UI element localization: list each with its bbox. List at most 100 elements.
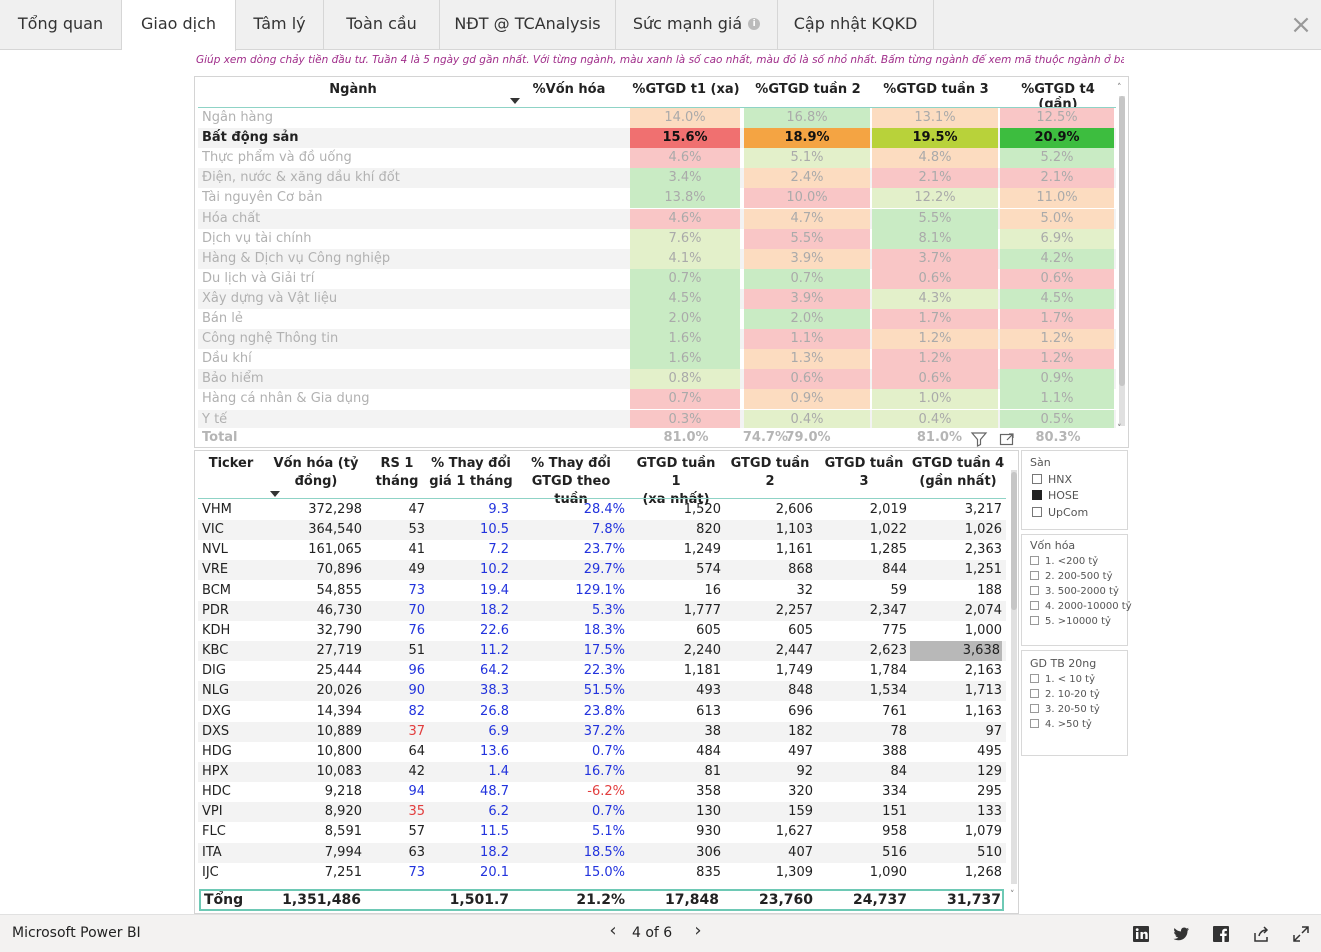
sector-week-cell[interactable]: 1.6%	[630, 349, 740, 370]
slicer-option-upcom[interactable]: UpCom	[1032, 506, 1088, 520]
col-header-rs[interactable]: RS 1 tháng	[370, 455, 424, 491]
ticker-row[interactable]: VPI 8,920 35 6.2 0.7% 130 159 151 133	[198, 802, 1006, 823]
close-icon[interactable]: ×	[1290, 10, 1312, 40]
slicer-option[interactable]: 3. 20-50 tỷ	[1030, 703, 1100, 717]
sector-week-cell[interactable]: 4.5%	[1000, 288, 1114, 309]
col-header-thay-doi-gia[interactable]: % Thay đổi giá 1 tháng	[426, 455, 516, 491]
twitter-icon[interactable]	[1171, 924, 1191, 944]
sector-week-cell[interactable]: 0.6%	[1000, 268, 1114, 289]
share-icon[interactable]	[1251, 924, 1271, 944]
sector-row[interactable]: Hóa chất3.4%4.6%4.7%5.5%5.0%	[198, 208, 1116, 229]
tab-giao-dich[interactable]: Giao dịch	[122, 0, 236, 51]
checkbox[interactable]	[1030, 674, 1039, 683]
sector-week-cell[interactable]: 20.9%	[1000, 128, 1114, 149]
sector-week-cell[interactable]: 11.0%	[1000, 188, 1114, 209]
sector-row[interactable]: Điện, nước & xăng dầu khí đốt4.5%3.4%2.4…	[198, 168, 1116, 189]
checkbox[interactable]	[1032, 507, 1042, 517]
brand-link[interactable]: Microsoft Power BI	[12, 925, 141, 941]
sector-week-cell[interactable]: 0.7%	[744, 268, 870, 289]
scroll-thumb[interactable]	[1119, 96, 1125, 386]
slicer-option[interactable]: 4. 2000-10000 tỷ	[1030, 600, 1132, 614]
sector-row[interactable]: Bất động sản17.9%15.6%18.9%19.5%20.9%	[198, 128, 1116, 149]
tab-suc-manh-gia[interactable]: Sức mạnh giá i	[616, 0, 778, 50]
ticker-row[interactable]: ITA 7,994 63 18.2 18.5% 306 407 516 510	[198, 842, 1006, 863]
sector-week-cell[interactable]: 2.1%	[1000, 168, 1114, 189]
sector-row[interactable]: Thực phẩm và đồ uống7.8%4.6%5.1%4.8%5.2%	[198, 148, 1116, 169]
sector-week-cell[interactable]: 1.1%	[1000, 389, 1114, 410]
sector-week-cell[interactable]: 1.2%	[872, 349, 998, 370]
ticker-row[interactable]: DXG 14,394 82 26.8 23.8% 613 696 761 1,163	[198, 702, 1006, 722]
fullscreen-icon[interactable]	[1291, 924, 1311, 944]
sector-week-cell[interactable]: 3.7%	[872, 248, 998, 269]
sector-week-cell[interactable]: 4.1%	[630, 248, 740, 269]
sector-week-cell[interactable]: 0.4%	[872, 409, 998, 428]
sector-week-cell[interactable]: 4.6%	[630, 208, 740, 229]
tab-tam-ly[interactable]: Tâm lý	[236, 0, 324, 50]
facebook-icon[interactable]	[1211, 924, 1231, 944]
slicer-option[interactable]: 4. >50 tỷ	[1030, 718, 1092, 732]
sector-week-cell[interactable]: 18.9%	[744, 128, 870, 149]
col-header-gtgd-t2[interactable]: %GTGD tuần 2	[755, 82, 861, 97]
tab-tong-quan[interactable]: Tổng quan	[0, 0, 122, 50]
sector-week-cell[interactable]: 19.5%	[872, 128, 998, 149]
sector-row[interactable]: Du lịch và Giải trí1.9%0.7%0.7%0.6%0.6%	[198, 268, 1116, 289]
ticker-row[interactable]: PDR 46,730 70 18.2 5.3% 1,777 2,257 2,347 2,074	[198, 600, 1006, 621]
sector-row[interactable]: Ngân hàng22.2%14.0%16.8%13.1%12.5%	[198, 108, 1116, 128]
sector-row[interactable]: Y tế0.6%0.3%0.4%0.4%0.5%	[198, 409, 1116, 428]
sector-week-cell[interactable]: 1.3%	[744, 349, 870, 370]
sector-row[interactable]: Tài nguyên Cơ bản4.5%13.8%10.0%12.2%11.0…	[198, 188, 1116, 209]
ticker-row[interactable]: BCM 54,855 73 19.4 129.1% 16 32 59 188	[198, 581, 1006, 601]
sector-week-cell[interactable]: 0.6%	[744, 369, 870, 390]
ticker-row[interactable]: VRE 70,896 49 10.2 29.7% 574 868 844 1,251	[198, 560, 1006, 581]
ticker-row[interactable]: NLG 20,026 90 38.3 51.5% 493 848 1,534 1,713	[198, 681, 1006, 702]
sector-week-cell[interactable]: 1.6%	[630, 329, 740, 350]
sector-week-cell[interactable]: 4.2%	[1000, 248, 1114, 269]
col-header-thay-doi-gtgd[interactable]: % Thay đổi GTGD theo tuần	[514, 455, 628, 509]
sector-week-cell[interactable]: 5.1%	[744, 148, 870, 169]
checkbox[interactable]	[1030, 571, 1039, 580]
col-header-gtgd-tuan-2[interactable]: GTGD tuần 2	[724, 455, 816, 491]
scroll-thumb[interactable]	[1011, 472, 1017, 610]
sort-desc-icon[interactable]	[270, 491, 280, 497]
checkbox[interactable]	[1030, 689, 1039, 698]
sector-row[interactable]: Hàng & Dịch vụ Công nghiệp1.9%4.1%3.9%3.…	[198, 248, 1116, 269]
sector-scrollbar[interactable]	[1119, 96, 1125, 426]
sector-row[interactable]: Xây dựng và Vật liệu1.6%4.5%3.9%4.3%4.5%	[198, 288, 1116, 309]
col-header-gtgd-tuan-1[interactable]: GTGD tuần 1 (xa nhất)	[630, 455, 722, 509]
focus-mode-icon[interactable]	[998, 430, 1016, 448]
sector-week-cell[interactable]: 2.0%	[630, 309, 740, 329]
sector-week-cell[interactable]: 1.2%	[1000, 329, 1114, 350]
sector-week-cell[interactable]: 5.5%	[872, 208, 998, 229]
sector-week-cell[interactable]: 1.1%	[744, 329, 870, 350]
sector-week-cell[interactable]: 0.7%	[630, 389, 740, 410]
sector-row[interactable]: Dịch vụ tài chính2.4%7.6%5.5%8.1%6.9%	[198, 228, 1116, 249]
sector-week-cell[interactable]: 5.2%	[1000, 148, 1114, 169]
sector-week-cell[interactable]: 1.2%	[1000, 349, 1114, 370]
slicer-option-hnx[interactable]: HNX	[1032, 473, 1072, 487]
col-header-gtgd-tuan-4[interactable]: GTGD tuần 4 (gần nhất)	[910, 455, 1006, 491]
checkbox[interactable]	[1032, 474, 1042, 484]
sector-week-cell[interactable]: 3.9%	[744, 288, 870, 309]
ticker-row[interactable]: FLC 8,591 57 11.5 5.1% 930 1,627 958 1,079	[198, 822, 1006, 842]
linkedin-icon[interactable]	[1131, 924, 1151, 944]
tab-toan-cau[interactable]: Toàn cầu	[324, 0, 440, 50]
sector-week-cell[interactable]: 4.3%	[872, 288, 998, 309]
slicer-option[interactable]: 3. 500-2000 tỷ	[1030, 585, 1119, 599]
slicer-option[interactable]: 2. 200-500 tỷ	[1030, 570, 1113, 584]
sector-week-cell[interactable]: 4.6%	[630, 148, 740, 169]
sector-row[interactable]: Bán lẻ1.6%2.0%2.0%1.7%1.7%	[198, 309, 1116, 329]
sector-week-cell[interactable]: 5.5%	[744, 228, 870, 249]
ticker-row[interactable]: HDG 10,800 64 13.6 0.7% 484 497 388 495	[198, 742, 1006, 762]
sector-week-cell[interactable]: 0.4%	[744, 409, 870, 428]
sector-week-cell[interactable]: 1.7%	[1000, 309, 1114, 329]
slicer-option[interactable]: 5. >10000 tỷ	[1030, 615, 1111, 629]
tab-cap-nhat-kqkd[interactable]: Cập nhật KQKD	[778, 0, 934, 50]
filter-icon[interactable]	[970, 430, 988, 448]
ticker-scrollbar[interactable]	[1011, 470, 1017, 884]
col-header-gtgd-tuan-3[interactable]: GTGD tuần 3	[818, 455, 910, 491]
sector-week-cell[interactable]: 0.3%	[630, 409, 740, 428]
ticker-row[interactable]: VHM 372,298 47 9.3 28.4% 1,520 2,606 2,019 3,217	[198, 500, 1006, 520]
slicer-option-hose[interactable]: HOSE	[1032, 489, 1079, 503]
